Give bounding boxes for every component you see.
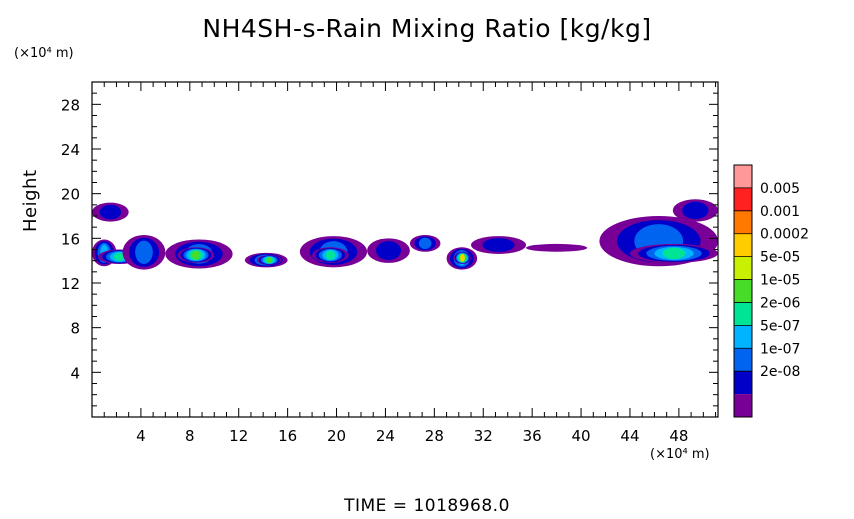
colorbar-swatch — [734, 210, 752, 234]
mixing-ratio-region-2-level-4 — [113, 252, 126, 262]
colorbar-label: 0.0002 — [760, 227, 809, 243]
x-tick-label: 12 — [229, 427, 248, 445]
y-tick-label: 8 — [70, 320, 80, 338]
x-tick-label: 4 — [136, 427, 146, 445]
mixing-ratio-region-9-level-4 — [325, 250, 336, 260]
y-axis-unit: (×10⁴ m) — [14, 46, 74, 61]
y-tick-label: 24 — [61, 141, 80, 159]
colorbar-swatch — [734, 165, 752, 188]
colorbar-swatch — [734, 371, 752, 395]
data-field — [92, 199, 718, 270]
colorbar-swatch — [734, 279, 752, 303]
chart-title: NH4SH-s-Rain Mixing Ratio [kg/kg] — [202, 14, 652, 43]
x-tick-label: 44 — [620, 427, 639, 445]
colorbar-label: 5e-05 — [760, 250, 800, 266]
mixing-ratio-region-14-level-1 — [482, 238, 515, 252]
colorbar-swatch — [734, 302, 752, 326]
time-label: TIME = 1018968.0 — [344, 496, 510, 516]
y-tick-label: 4 — [70, 364, 80, 382]
colorbar: 0.005 0.001 0.0002 5e-05 1e-05 2e-06 5e-07 1e-0… — [733, 164, 809, 418]
colorbar-frame — [733, 164, 753, 418]
colorbar-label: 2e-08 — [760, 364, 800, 380]
mixing-ratio-region-11-level-2 — [418, 237, 432, 250]
x-tick-label: 16 — [278, 427, 297, 445]
colorbar-swatch — [734, 256, 752, 280]
y-tick-label: 20 — [61, 186, 80, 204]
colorbar-label: 1e-05 — [760, 273, 800, 289]
mixing-ratio-region-0-level-1 — [99, 204, 122, 220]
colorbar-label: 2e-06 — [760, 295, 800, 311]
colorbar-label: 1e-07 — [760, 341, 800, 357]
x-tick-label: 32 — [474, 427, 493, 445]
mixing-ratio-region-7-level-5 — [266, 257, 272, 263]
mixing-ratio-region-10-level-1 — [376, 241, 401, 261]
colorbar-swatch — [734, 187, 752, 211]
mixing-ratio-region-13-level-7 — [461, 254, 464, 262]
x-tick-label: 24 — [376, 427, 395, 445]
y-tick-label: 12 — [61, 275, 80, 293]
mixing-ratio-region-3-level-2 — [135, 240, 153, 265]
y-tick-label: 16 — [61, 230, 80, 248]
colorbar-label: 0.001 — [760, 204, 800, 220]
colorbar-swatch — [734, 394, 752, 417]
x-tick-label: 48 — [669, 427, 688, 445]
colorbar-label: 0.005 — [760, 181, 800, 197]
colorbar-swatch — [734, 325, 752, 349]
x-tick-label: 28 — [425, 427, 444, 445]
y-tick-label: 28 — [61, 96, 80, 114]
colorbar-swatch — [734, 233, 752, 257]
x-tick-label: 36 — [523, 427, 542, 445]
x-tick-label: 8 — [185, 427, 195, 445]
mixing-ratio-region-17-level-4 — [662, 247, 686, 260]
mixing-ratio-region-5-level-5 — [191, 250, 200, 260]
mixing-ratio-region-15-level-0 — [526, 243, 588, 252]
x-tick-label: 20 — [327, 427, 346, 445]
x-axis-unit: (×10⁴ m) — [650, 447, 710, 462]
colorbar-label: 5e-07 — [760, 318, 800, 334]
colorbar-swatch — [734, 348, 752, 372]
mixing-ratio-region-18-level-1 — [682, 201, 709, 220]
x-tick-label: 40 — [572, 427, 591, 445]
